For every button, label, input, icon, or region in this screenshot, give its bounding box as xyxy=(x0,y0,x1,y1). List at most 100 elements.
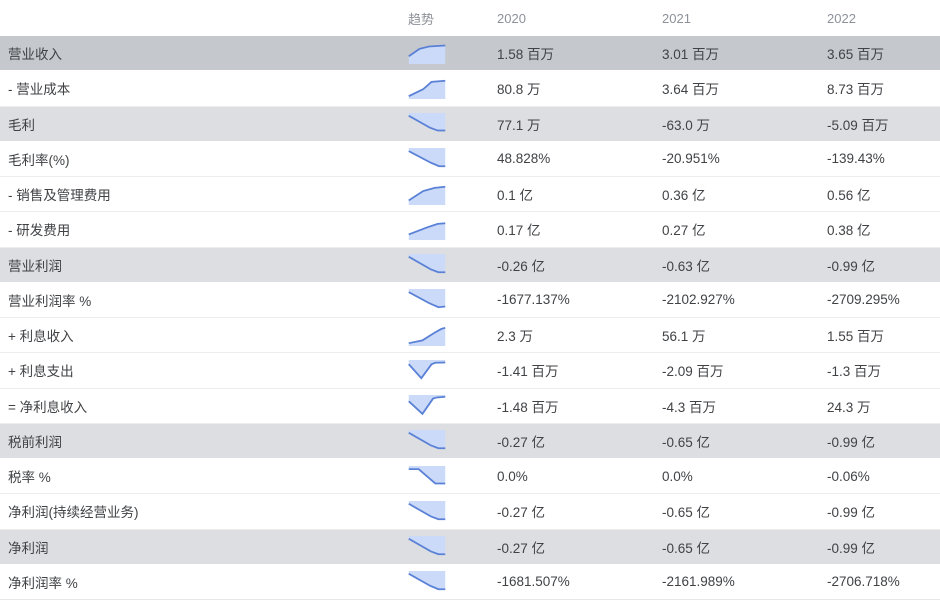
table-row[interactable]: - 营业成本 80.8 万 3.64 百万 8.73 百万 xyxy=(0,71,940,107)
row-label: 净利润(持续经营业务) xyxy=(8,505,139,521)
value-cell-2022: -0.06% xyxy=(827,468,870,484)
table-row[interactable]: 税前利润 -0.27 亿 -0.65 亿 -0.99 亿 xyxy=(0,423,940,459)
trend-cell xyxy=(408,113,497,134)
table-row[interactable]: 营业利润 -0.26 亿 -0.63 亿 -0.99 亿 xyxy=(0,247,940,283)
trend-cell xyxy=(408,571,497,592)
row-label: 净利润 xyxy=(8,540,49,556)
row-label: 净利润率 % xyxy=(8,575,78,591)
trend-cell xyxy=(408,184,497,205)
value-cell-2020: 77.1 万 xyxy=(497,117,541,133)
table-row[interactable]: - 研发费用 0.17 亿 0.27 亿 0.38 亿 xyxy=(0,212,940,248)
row-label: 毛利 xyxy=(8,117,35,133)
trend-sparkline-icon-fall xyxy=(408,500,446,520)
row-label: 营业利润率 % xyxy=(8,293,92,309)
value-cell-2022: 0.56 亿 xyxy=(827,188,871,204)
value-cell-2022: 8.73 百万 xyxy=(827,82,885,98)
trend-cell xyxy=(408,430,497,451)
table-row[interactable]: - 销售及管理费用 0.1 亿 0.36 亿 0.56 亿 xyxy=(0,177,940,213)
value-cell-2020: -0.27 亿 xyxy=(497,540,546,556)
value-cell-2021: 0.27 亿 xyxy=(662,223,706,239)
value-cell-2020: -0.27 亿 xyxy=(497,505,546,521)
table-row[interactable]: 毛利 77.1 万 -63.0 万 -5.09 百万 xyxy=(0,106,940,142)
value-cell-2021: 0.0% xyxy=(662,468,693,484)
trend-sparkline-icon-v-dip xyxy=(408,359,446,380)
trend-sparkline-icon-fall xyxy=(408,254,446,274)
value-cell-2021: -63.0 万 xyxy=(662,117,711,133)
value-cell-2020: 48.828% xyxy=(497,151,551,167)
row-label: = 净利息收入 xyxy=(8,399,88,415)
value-cell-2020: 80.8 万 xyxy=(497,82,541,98)
trend-sparkline-icon-fall xyxy=(408,289,446,309)
table-row[interactable]: 营业利润率 % -1677.137% -2102.927% -2709.295% xyxy=(0,282,940,318)
trend-sparkline-icon-fall xyxy=(408,430,446,450)
value-cell-2021: -0.65 亿 xyxy=(662,540,711,556)
trend-cell xyxy=(408,465,497,487)
trend-cell xyxy=(408,78,497,99)
value-cell-2020: -1677.137% xyxy=(497,292,570,308)
row-label: 毛利率(%) xyxy=(8,152,70,168)
trend-cell xyxy=(408,536,497,557)
column-header-2021: 2021 xyxy=(662,10,691,26)
value-cell-2020: 2.3 万 xyxy=(497,329,534,345)
table-row[interactable]: 营业收入 1.58 百万 3.01 百万 3.65 百万 xyxy=(0,36,940,72)
column-header-2022: 2022 xyxy=(827,10,856,26)
trend-cell xyxy=(408,289,497,310)
trend-cell xyxy=(408,148,497,169)
trend-sparkline-icon-rise-late xyxy=(408,326,446,346)
value-cell-2020: 1.58 百万 xyxy=(497,47,555,63)
value-cell-2022: -0.99 亿 xyxy=(827,258,876,274)
value-cell-2020: -1.48 百万 xyxy=(497,399,559,415)
value-cell-2020: 0.0% xyxy=(497,468,528,484)
trend-sparkline-icon-fall xyxy=(408,113,446,132)
row-label: 税率 % xyxy=(8,470,51,486)
value-cell-2020: 0.1 亿 xyxy=(497,188,534,204)
value-cell-2022: -0.99 亿 xyxy=(827,434,876,450)
value-cell-2022: -0.99 亿 xyxy=(827,505,876,521)
table-header-row: 趋势 2020 2021 2022 xyxy=(0,0,940,36)
value-cell-2022: -2706.718% xyxy=(827,574,900,590)
trend-cell xyxy=(408,219,497,240)
table-row[interactable]: + 利息支出 -1.41 百万 -2.09 百万 -1.3 百万 xyxy=(0,353,940,389)
trend-sparkline-icon-rise-concave xyxy=(408,44,446,64)
row-label: - 销售及管理费用 xyxy=(8,188,111,204)
value-cell-2020: -0.27 亿 xyxy=(497,434,546,450)
value-cell-2022: 24.3 万 xyxy=(827,399,871,415)
value-cell-2021: 56.1 万 xyxy=(662,329,706,345)
trend-sparkline-icon-rise-shallow xyxy=(408,222,446,240)
trend-cell xyxy=(408,325,497,346)
value-cell-2020: -0.26 亿 xyxy=(497,258,546,274)
value-cell-2021: -0.65 亿 xyxy=(662,434,711,450)
value-cell-2021: 3.64 百万 xyxy=(662,82,720,98)
trend-sparkline-icon-v-dip-recover xyxy=(408,395,446,416)
value-cell-2022: -0.99 亿 xyxy=(827,540,876,556)
row-label: + 利息支出 xyxy=(8,364,74,380)
row-label: 营业利润 xyxy=(8,258,62,274)
trend-cell xyxy=(408,395,497,416)
value-cell-2020: -1.41 百万 xyxy=(497,364,559,380)
table-row[interactable]: 净利润(持续经营业务) -0.27 亿 -0.65 亿 -0.99 亿 xyxy=(0,494,940,530)
value-cell-2021: -2102.927% xyxy=(662,292,735,308)
value-cell-2022: 1.55 百万 xyxy=(827,329,885,345)
row-label: - 营业成本 xyxy=(8,82,71,98)
row-label: - 研发费用 xyxy=(8,223,71,239)
column-header-2020: 2020 xyxy=(497,10,526,26)
value-cell-2021: -2.09 百万 xyxy=(662,364,724,380)
value-cell-2021: -0.65 亿 xyxy=(662,505,711,521)
table-row[interactable]: 税率 % 0.0% 0.0% -0.06% xyxy=(0,459,940,495)
table-row[interactable]: 净利润率 % -1681.507% -2161.989% -2706.718% xyxy=(0,564,940,600)
trend-cell xyxy=(408,43,497,64)
value-cell-2020: -1681.507% xyxy=(497,574,570,590)
value-cell-2021: 0.36 亿 xyxy=(662,188,706,204)
table-row[interactable]: 净利润 -0.27 亿 -0.65 亿 -0.99 亿 xyxy=(0,529,940,565)
row-label: 税前利润 xyxy=(8,434,62,450)
trend-cell xyxy=(408,254,497,275)
value-cell-2020: 0.17 亿 xyxy=(497,223,541,239)
table-row[interactable]: = 净利息收入 -1.48 百万 -4.3 百万 24.3 万 xyxy=(0,388,940,424)
table-row[interactable]: + 利息收入 2.3 万 56.1 万 1.55 百万 xyxy=(0,318,940,354)
value-cell-2022: -139.43% xyxy=(827,151,885,167)
value-cell-2021: -4.3 百万 xyxy=(662,399,717,415)
trend-sparkline-icon-fall xyxy=(408,571,446,591)
trend-sparkline-icon-fall xyxy=(408,148,446,168)
table-row[interactable]: 毛利率(%) 48.828% -20.951% -139.43% xyxy=(0,141,940,177)
